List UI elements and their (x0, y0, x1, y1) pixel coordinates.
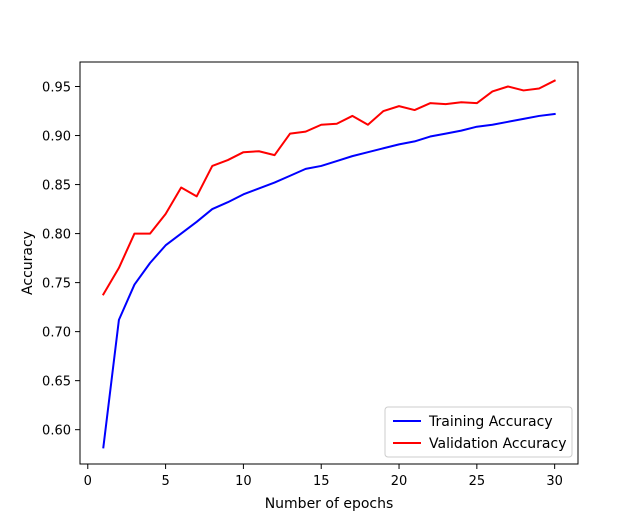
y-tick-label: 0.95 (42, 81, 71, 96)
x-tick-label: 0 (84, 474, 92, 489)
y-tick-label: 0.90 (42, 130, 71, 145)
y-tick-label: 0.70 (42, 326, 71, 341)
legend: Training Accuracy Validation Accuracy (384, 406, 573, 458)
y-tick-label: 0.65 (42, 375, 71, 390)
y-tick-label: 0.75 (42, 277, 71, 292)
x-tick-label: 10 (235, 474, 252, 489)
x-tick-label: 5 (161, 474, 169, 489)
x-axis-label: Number of epochs (265, 496, 394, 512)
legend-label: Training Accuracy (428, 414, 553, 430)
y-tick-label: 0.80 (42, 228, 71, 243)
y-axis: 0.60 0.65 0.70 0.75 0.80 0.85 0.90 0.95 (42, 81, 80, 439)
y-tick-label: 0.60 (42, 424, 71, 439)
legend-box (384, 406, 573, 458)
y-tick-label: 0.85 (42, 179, 71, 194)
series-line-training (102, 112, 556, 449)
x-tick-label: 25 (469, 474, 486, 489)
series-line-validation (101, 79, 557, 296)
x-tick-label: 20 (391, 474, 408, 489)
x-tick-label: 30 (546, 474, 563, 489)
x-tick-label: 15 (313, 474, 330, 489)
x-axis: 0 5 10 15 20 25 30 (84, 464, 563, 489)
y-axis-label: Accuracy (20, 231, 36, 295)
legend-label: Validation Accuracy (429, 436, 567, 452)
series-layer (101, 79, 557, 449)
plot-frame (79, 61, 579, 465)
